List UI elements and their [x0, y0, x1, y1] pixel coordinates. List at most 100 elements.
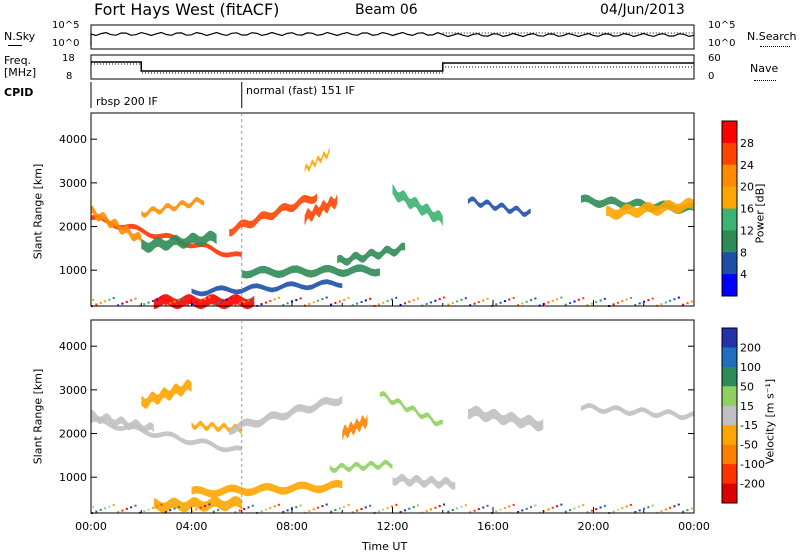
speckle-0-33 — [234, 304, 237, 307]
speckle-0-95 — [503, 300, 506, 303]
speckle-0-99 — [521, 302, 524, 305]
speckle-0-136 — [682, 303, 685, 306]
speckle-0-14 — [151, 300, 154, 302]
speckle-0-105 — [547, 301, 550, 304]
speckle-1-63 — [364, 506, 367, 509]
xtick-label-2: 08:00 — [276, 520, 308, 533]
speckle-1-123 — [625, 505, 628, 508]
speckle-1-106 — [551, 506, 554, 509]
xtick-label-0: 00:00 — [75, 520, 107, 533]
speckle-0-108 — [560, 296, 563, 299]
scatter-band-0-13 — [580, 194, 694, 215]
speckle-0-72 — [404, 302, 406, 305]
speckle-1-100 — [525, 507, 528, 510]
speckle-0-137 — [686, 302, 689, 305]
colorbar-swatch-1-8 — [722, 483, 737, 504]
speckle-0-97 — [512, 296, 515, 299]
speckle-1-3 — [104, 507, 106, 510]
scatter-band-1-8 — [153, 496, 242, 513]
speckle-0-80 — [438, 298, 441, 301]
speckle-1-26 — [204, 505, 206, 508]
speckle-1-12 — [143, 510, 146, 513]
speckle-1-116 — [595, 508, 598, 511]
speckle-1-84 — [456, 507, 459, 510]
speckle-0-90 — [482, 299, 485, 302]
speckle-1-58 — [343, 505, 346, 508]
time-axis-label: Time UT — [362, 540, 408, 553]
scatter-band-0-0 — [91, 214, 242, 258]
cpid-segment-2: normal (fast) 151 IF — [246, 84, 355, 97]
speckle-1-39 — [260, 510, 263, 513]
speckle-1-121 — [616, 508, 619, 511]
speckle-0-12 — [143, 303, 146, 306]
speckle-1-24 — [195, 508, 198, 511]
speckle-0-73 — [408, 300, 411, 303]
speckle-1-79 — [434, 506, 437, 509]
nsearch-label: N.Search — [747, 30, 797, 43]
ytick-label-0-2: 3000 — [59, 177, 87, 190]
speckle-0-131 — [660, 303, 663, 306]
speckle-1-118 — [603, 504, 606, 507]
speckle-1-53 — [321, 505, 324, 508]
speckle-0-98 — [517, 304, 519, 306]
colorbar-frame-0 — [721, 120, 738, 297]
freq-frame — [90, 54, 695, 80]
xtick-label-5: 20:00 — [578, 520, 610, 533]
colorbar-tick-0-0: 28 — [740, 137, 754, 150]
nsearch-legend-line — [760, 46, 790, 47]
speckle-1-7 — [121, 509, 124, 512]
speckle-1-10 — [134, 504, 137, 507]
speckle-1-132 — [664, 508, 667, 511]
nave-tick-bottom: 0 — [708, 71, 715, 82]
speckle-1-32 — [230, 504, 233, 507]
speckle-0-44 — [282, 303, 285, 306]
speckle-1-94 — [499, 508, 502, 511]
speckle-0-63 — [364, 299, 367, 302]
speckle-0-120 — [612, 303, 615, 306]
speckle-0-30 — [221, 300, 224, 303]
xtick-label-6: 00:00 — [678, 520, 710, 533]
scatter-band-0-8 — [392, 184, 443, 227]
speckle-1-6 — [117, 511, 120, 514]
speckle-1-56 — [334, 509, 337, 511]
speckle-1-129 — [651, 504, 654, 507]
speckle-0-16 — [160, 296, 163, 299]
speckle-1-14 — [151, 507, 154, 509]
colorbar-tick-0-6: 4 — [740, 268, 747, 281]
speckle-1-19 — [173, 507, 176, 510]
scatter-band-0-4 — [229, 193, 318, 237]
speckle-0-66 — [377, 303, 380, 306]
speckle-1-44 — [282, 510, 285, 513]
speckle-1-138 — [690, 507, 693, 510]
nave-tick-top: 60 — [708, 53, 721, 64]
scatter-band-1-7 — [191, 479, 343, 498]
speckle-0-67 — [382, 301, 385, 304]
speckle-1-81 — [443, 503, 446, 506]
speckle-1-30 — [221, 507, 224, 510]
speckle-0-132 — [664, 301, 667, 304]
colorbar-swatch-0-5 — [722, 230, 737, 253]
xtick-label-3: 12:00 — [377, 520, 409, 533]
speckle-1-96 — [508, 505, 511, 508]
ytick-label-0-0: 1000 — [59, 264, 87, 277]
colorbar-tick-1-2: 50 — [740, 380, 754, 393]
scatter-band-1-10 — [392, 473, 456, 490]
speckle-1-36 — [247, 506, 250, 509]
speckle-1-29 — [217, 508, 220, 511]
scatter-band-0-2 — [141, 230, 217, 253]
scatter-band-0-9 — [191, 279, 343, 297]
speckle-1-35 — [243, 508, 246, 510]
speckle-1-60 — [351, 511, 354, 514]
speckle-0-74 — [412, 299, 415, 302]
speckle-1-111 — [573, 507, 576, 510]
speckle-0-94 — [499, 301, 502, 304]
speckle-1-136 — [682, 510, 685, 513]
speckle-0-123 — [625, 298, 628, 301]
speckle-0-57 — [338, 300, 341, 303]
speckle-0-116 — [595, 301, 598, 304]
speckle-1-122 — [621, 507, 624, 510]
speckle-0-1 — [95, 303, 98, 306]
freq-tick-bottom: 8 — [66, 71, 73, 82]
colorbar-tick-0-2: 20 — [740, 181, 754, 194]
